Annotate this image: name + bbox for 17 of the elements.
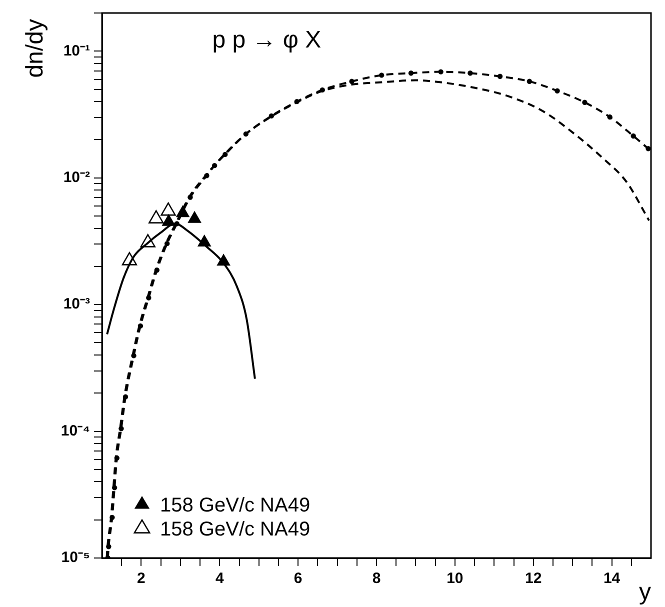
- legend-label: 158 GeV/c NA49: [160, 518, 310, 541]
- y-axis-title: dn/dy: [22, 19, 49, 78]
- x-tick-label: 6: [294, 570, 302, 588]
- x-tick-label: 4: [215, 570, 224, 588]
- legend-label: 158 GeV/c NA49: [160, 494, 310, 517]
- y-tick-label: 10⁻¹: [63, 42, 90, 60]
- x-tick-label: 8: [372, 570, 381, 588]
- x-axis-title: y: [639, 578, 651, 606]
- x-tick-label: 14: [603, 570, 621, 588]
- text: p p → φ X: [212, 26, 322, 54]
- y-tick-label: 10⁻²: [63, 169, 90, 186]
- x-tick-label: 10: [446, 570, 464, 588]
- y-tick-label: 10⁻³: [63, 296, 90, 313]
- y-tick-label: 10⁻⁵: [61, 549, 90, 566]
- y-tick-label: 10⁻⁴: [60, 422, 90, 440]
- x-tick-label: 12: [525, 570, 542, 588]
- x-tick-label: 2: [137, 570, 146, 588]
